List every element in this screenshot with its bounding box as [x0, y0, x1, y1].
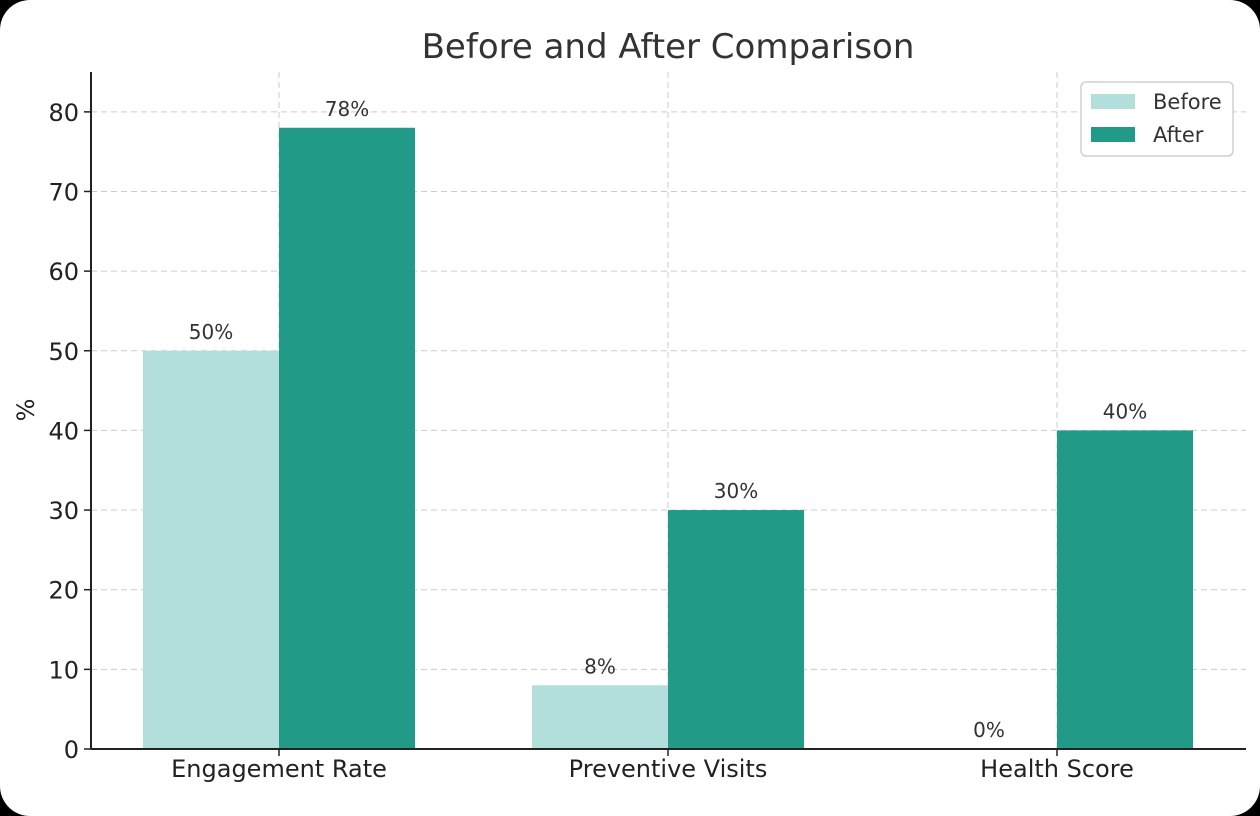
legend-swatch-before	[1091, 94, 1135, 109]
bar-after-1	[668, 510, 804, 749]
value-label: 0%	[973, 718, 1005, 742]
legend-swatch-after	[1091, 127, 1135, 142]
legend-label-before: Before	[1153, 90, 1222, 114]
bar-after-0	[279, 127, 415, 750]
value-label: 50%	[189, 320, 233, 344]
chart-title: Before and After Comparison	[422, 27, 915, 67]
y-tick-label: 40	[48, 417, 79, 445]
y-tick-label: 70	[48, 178, 79, 206]
value-label: 78%	[325, 97, 369, 121]
y-axis-label: %	[12, 399, 40, 422]
y-tick-label: 30	[48, 497, 79, 525]
bar-before-0	[143, 350, 279, 749]
value-label: 40%	[1103, 399, 1147, 423]
y-tick-label: 0	[64, 736, 79, 764]
y-tick-label: 10	[48, 656, 79, 684]
bar-before-1	[532, 685, 668, 749]
x-ticks: Engagement Rate Preventive Visits Health S…	[171, 749, 1134, 783]
value-label: 30%	[714, 479, 758, 503]
value-label: 8%	[584, 654, 616, 678]
bars	[143, 127, 1193, 750]
legend: Before After	[1080, 81, 1234, 157]
legend-label-after: After	[1153, 123, 1204, 147]
bar-after-2	[1057, 430, 1193, 749]
x-tick-label: Engagement Rate	[171, 755, 387, 783]
y-tick-label: 60	[48, 258, 79, 286]
x-tick-label: Preventive Visits	[569, 755, 768, 783]
value-labels: 50% 8% 0% 78% 30% 40%	[189, 97, 1147, 742]
y-tick-label: 80	[48, 99, 79, 127]
y-tick-label: 50	[48, 338, 79, 366]
x-tick-label: Health Score	[980, 755, 1134, 783]
y-ticks: 0 10 20 30 40 50 60 70 80	[48, 99, 91, 764]
y-tick-label: 20	[48, 577, 79, 605]
